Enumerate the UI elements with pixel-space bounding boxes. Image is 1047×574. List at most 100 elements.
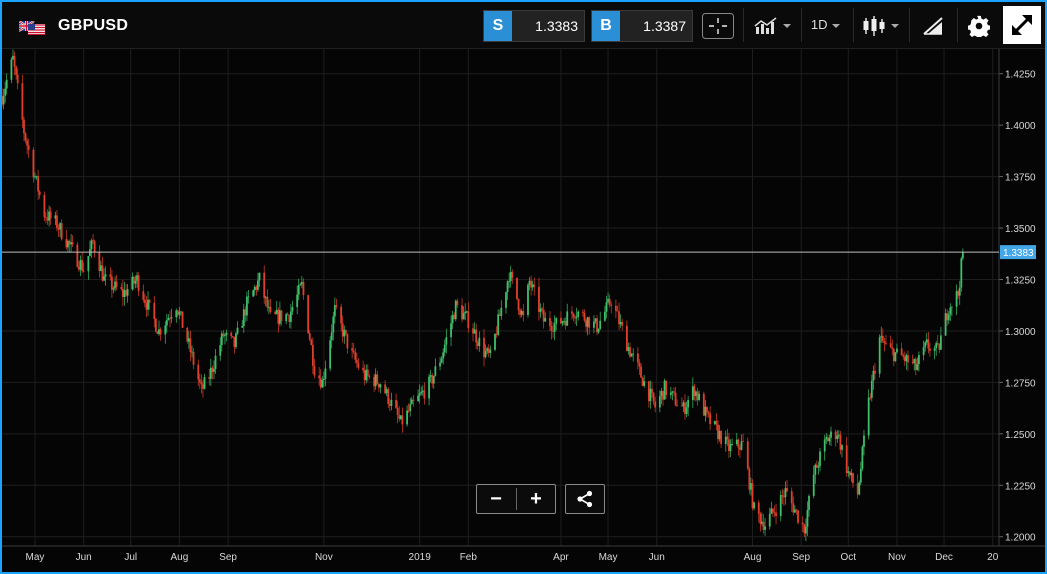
candle [713, 420, 716, 426]
candle [37, 169, 40, 201]
candle [344, 329, 347, 336]
candle [814, 463, 817, 484]
candle [511, 269, 514, 285]
candle [165, 313, 168, 333]
y-tick-label: 1.4250 [1005, 70, 1036, 81]
candle [782, 490, 785, 506]
candle [863, 429, 865, 456]
candle [264, 295, 267, 307]
candle [597, 328, 600, 334]
candle [795, 508, 798, 515]
candle [76, 242, 79, 268]
x-tick-label: Sep [219, 552, 237, 563]
candle [355, 352, 358, 368]
candle [768, 507, 771, 530]
candle [779, 490, 782, 522]
zoom-out-button[interactable]: − [490, 488, 502, 510]
candle [365, 364, 368, 384]
candle [586, 316, 589, 336]
candle [159, 327, 162, 341]
fullscreen-button[interactable] [1003, 6, 1041, 44]
candle [153, 296, 156, 328]
candle [693, 383, 696, 401]
candle [880, 326, 883, 344]
x-tick-label: Aug [171, 552, 189, 563]
interval-selector[interactable]: 1D [806, 8, 846, 42]
candle [401, 407, 404, 433]
settings-button[interactable] [960, 8, 998, 42]
indicators-button[interactable] [752, 8, 794, 42]
candle [575, 307, 578, 327]
candle [663, 378, 666, 400]
x-tick-label: May [26, 552, 45, 563]
candle [761, 512, 763, 527]
candle [594, 317, 597, 324]
candle [23, 116, 25, 142]
price-chart[interactable]: 1.4250 1.4000 1.3750 1.3500 1.3250 1.3000 1.27… [2, 49, 1045, 572]
candle [673, 387, 675, 396]
candle [379, 383, 382, 394]
candle [935, 341, 938, 356]
candle [68, 239, 71, 253]
candle [148, 299, 151, 310]
drawing-tools-button[interactable] [914, 8, 952, 42]
candle [224, 332, 226, 345]
candle [878, 334, 881, 378]
candle [143, 293, 146, 308]
candle [869, 392, 872, 400]
candle [142, 284, 145, 303]
candle [60, 219, 63, 241]
candle [596, 315, 598, 336]
candle [539, 303, 542, 318]
candle [35, 175, 38, 180]
candle [527, 283, 529, 318]
candle [830, 426, 832, 446]
candle [412, 394, 415, 407]
candle [87, 255, 90, 280]
candle [949, 303, 952, 321]
candle [38, 189, 41, 199]
candle [936, 335, 939, 346]
candle [186, 326, 189, 344]
candle [509, 265, 512, 288]
share-button[interactable] [565, 484, 605, 514]
buy-button[interactable]: B 1.3387 [591, 10, 693, 42]
candle [431, 372, 434, 388]
candle [881, 328, 884, 343]
candle [187, 331, 190, 349]
candle [801, 516, 804, 533]
candle [560, 311, 562, 325]
candle [541, 306, 544, 315]
candle [384, 380, 386, 395]
candle [230, 331, 233, 340]
candle [641, 376, 644, 387]
chart-type-button[interactable] [858, 8, 904, 42]
candle [669, 386, 672, 399]
candle [604, 305, 606, 322]
candle [417, 389, 419, 402]
candle [797, 509, 799, 525]
candle [676, 399, 679, 407]
candle [825, 433, 828, 445]
candle [577, 310, 580, 321]
gear-icon [967, 15, 991, 39]
candle [654, 396, 657, 413]
candle [362, 360, 365, 374]
sell-button[interactable]: S 1.3383 [483, 10, 585, 42]
candle [398, 406, 401, 422]
candle [277, 307, 280, 333]
candle [695, 390, 697, 402]
y-tick-label: 1.4000 [1005, 121, 1036, 132]
crosshair-button[interactable] [700, 8, 736, 42]
candle [588, 316, 591, 335]
candle [203, 373, 206, 390]
candle [442, 348, 445, 365]
y-axis: 1.4250 1.4000 1.3750 1.3500 1.3250 1.3000 1.27… [998, 49, 1036, 546]
candle [321, 376, 324, 388]
candle [615, 299, 617, 319]
candle [696, 387, 699, 406]
candle [24, 132, 27, 144]
zoom-in-button[interactable]: + [530, 488, 542, 510]
candle [390, 392, 393, 411]
